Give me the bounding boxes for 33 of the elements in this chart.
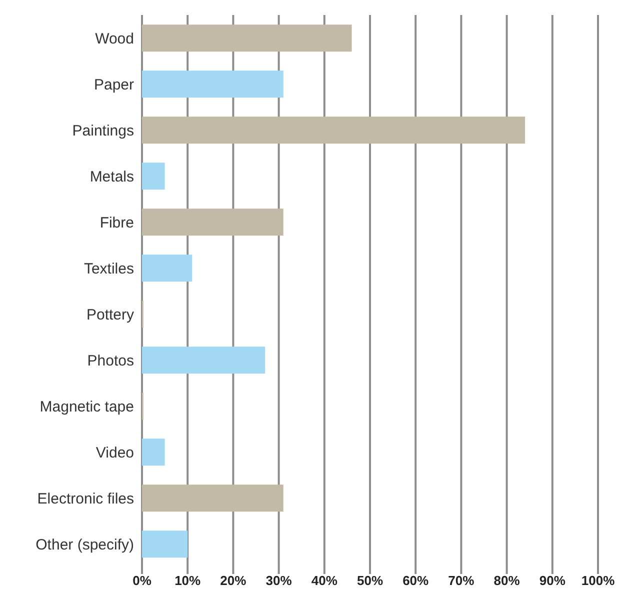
x-tick-label: 80% xyxy=(494,573,520,588)
x-tick-label: 20% xyxy=(220,573,247,588)
bar xyxy=(142,70,284,98)
bar xyxy=(142,208,284,236)
bar xyxy=(142,530,188,558)
bar xyxy=(142,346,266,374)
y-tick-label: Photos xyxy=(87,352,134,370)
x-tick-label: 30% xyxy=(266,573,292,588)
bar xyxy=(142,484,284,512)
y-tick-label: Magnetic tape xyxy=(40,398,134,416)
bar xyxy=(142,162,165,190)
x-tick-label: 40% xyxy=(311,573,338,588)
bar xyxy=(142,116,526,144)
y-tick-label: Video xyxy=(96,444,134,462)
x-tick-label: 70% xyxy=(448,573,475,588)
x-tick-label: 60% xyxy=(402,573,430,588)
y-tick-label: Metals xyxy=(90,168,134,186)
y-tick-label: Pottery xyxy=(86,306,134,324)
x-tick-label: 50% xyxy=(356,573,384,588)
y-tick-label: Textiles xyxy=(84,260,134,278)
x-tick-label: 0% xyxy=(132,573,152,588)
y-tick-label: Wood xyxy=(95,30,134,48)
x-tick-label: 100% xyxy=(581,573,616,588)
y-tick-label: Paper xyxy=(94,76,134,94)
bar xyxy=(142,254,192,282)
y-tick-label: Fibre xyxy=(100,214,134,232)
x-tick-label: 90% xyxy=(539,573,566,588)
y-tick-label: Paintings xyxy=(72,122,134,140)
x-tick-label: 10% xyxy=(174,573,202,588)
bar xyxy=(142,438,165,466)
bar xyxy=(142,24,352,52)
y-tick-label: Electronic files xyxy=(37,490,134,508)
y-tick-label: Other (specify) xyxy=(36,536,134,554)
